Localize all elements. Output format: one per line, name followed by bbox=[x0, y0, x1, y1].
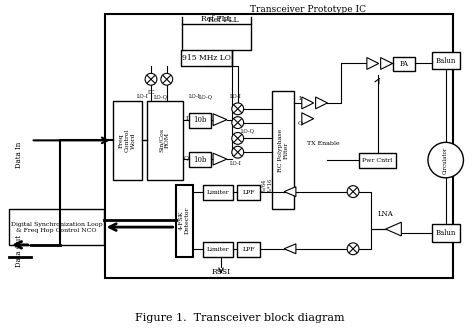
Text: LO-I: LO-I bbox=[230, 161, 242, 166]
Text: Ref PLL: Ref PLL bbox=[208, 16, 238, 24]
Circle shape bbox=[161, 73, 173, 85]
Polygon shape bbox=[302, 113, 314, 124]
Circle shape bbox=[145, 73, 157, 85]
Text: Limiter: Limiter bbox=[207, 247, 229, 252]
Text: LO-I: LO-I bbox=[230, 94, 242, 100]
Text: Data In: Data In bbox=[15, 142, 23, 168]
Text: 4-FSK
Detector: 4-FSK Detector bbox=[179, 207, 190, 234]
Bar bbox=[432, 224, 459, 242]
Bar bbox=[105, 14, 453, 278]
Text: 10b: 10b bbox=[193, 156, 207, 164]
Text: RC Polyphase
Filter: RC Polyphase Filter bbox=[278, 129, 289, 172]
Text: I: I bbox=[185, 116, 188, 121]
Text: Freq
Control
Word: Freq Control Word bbox=[119, 128, 136, 152]
Text: Limiter: Limiter bbox=[207, 190, 229, 195]
Text: Pwr Cntrl: Pwr Cntrl bbox=[363, 158, 393, 163]
Text: $f_{lo}$*16: $f_{lo}$*16 bbox=[266, 178, 275, 193]
Polygon shape bbox=[213, 153, 227, 165]
Polygon shape bbox=[284, 187, 296, 197]
Bar bbox=[359, 153, 396, 168]
Bar bbox=[181, 50, 232, 67]
Text: Sin/Cos
ROM: Sin/Cos ROM bbox=[159, 128, 170, 153]
Bar bbox=[237, 185, 260, 200]
Polygon shape bbox=[302, 97, 314, 109]
Bar bbox=[203, 185, 233, 200]
Text: DC: DC bbox=[147, 90, 155, 95]
Bar bbox=[9, 210, 104, 245]
Bar bbox=[393, 57, 415, 71]
Bar bbox=[203, 242, 233, 257]
Text: I: I bbox=[299, 96, 301, 102]
Text: Data Out: Data Out bbox=[15, 235, 23, 267]
Text: LPF: LPF bbox=[242, 247, 255, 252]
Text: Q: Q bbox=[184, 156, 189, 161]
Polygon shape bbox=[213, 114, 227, 125]
Text: Balun: Balun bbox=[436, 229, 456, 237]
Text: TX Enable: TX Enable bbox=[307, 141, 340, 146]
Text: LO-I: LO-I bbox=[189, 94, 201, 100]
Circle shape bbox=[428, 142, 464, 178]
Text: LO-Q: LO-Q bbox=[199, 94, 213, 100]
Bar bbox=[432, 52, 459, 70]
Polygon shape bbox=[385, 222, 401, 236]
Circle shape bbox=[232, 103, 244, 115]
Text: 915 MHz LO: 915 MHz LO bbox=[182, 54, 231, 62]
Text: RSSI: RSSI bbox=[211, 268, 230, 276]
Text: PA: PA bbox=[400, 60, 409, 68]
Bar bbox=[272, 91, 294, 210]
Text: LPF: LPF bbox=[242, 190, 255, 195]
Text: LO-I: LO-I bbox=[137, 94, 149, 100]
Circle shape bbox=[347, 186, 359, 198]
Text: Figure 1.  Transceiver block diagram: Figure 1. Transceiver block diagram bbox=[135, 313, 345, 323]
Polygon shape bbox=[316, 97, 328, 109]
Bar bbox=[112, 101, 142, 180]
Text: Balun: Balun bbox=[436, 57, 456, 65]
Bar bbox=[237, 242, 260, 257]
Circle shape bbox=[232, 117, 244, 128]
Text: $f_{lo}$/64: $f_{lo}$/64 bbox=[260, 178, 269, 193]
Text: Q: Q bbox=[297, 120, 302, 125]
Circle shape bbox=[232, 132, 244, 144]
Bar bbox=[176, 185, 193, 257]
Circle shape bbox=[232, 146, 244, 158]
Bar bbox=[190, 152, 211, 167]
Text: 10b: 10b bbox=[193, 116, 207, 124]
Polygon shape bbox=[367, 58, 379, 70]
Text: Circulator: Circulator bbox=[443, 146, 448, 174]
Polygon shape bbox=[284, 244, 296, 254]
Text: LNA: LNA bbox=[378, 210, 393, 218]
Text: LO-Q: LO-Q bbox=[241, 128, 255, 133]
Circle shape bbox=[347, 243, 359, 255]
Text: Digital Synchronization Loop
& Freq Hop Control NCO: Digital Synchronization Loop & Freq Hop … bbox=[10, 222, 102, 232]
Bar bbox=[190, 113, 211, 127]
Text: Transceiver Prototype IC: Transceiver Prototype IC bbox=[250, 5, 366, 14]
Polygon shape bbox=[381, 58, 392, 70]
Text: Ref PLL: Ref PLL bbox=[201, 15, 231, 23]
Bar bbox=[147, 101, 182, 180]
Text: LO-Q: LO-Q bbox=[154, 94, 168, 100]
